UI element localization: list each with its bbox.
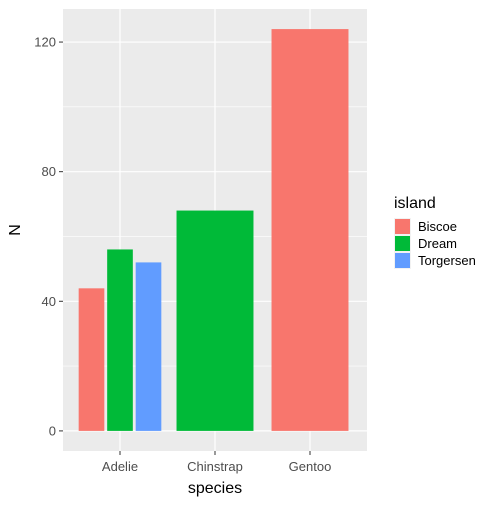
legend-label-biscoe: Biscoe (418, 219, 457, 234)
y-axis: 0 40 80 120 (34, 35, 63, 439)
y-tick-label: 80 (42, 164, 56, 179)
y-tick-label: 0 (49, 423, 56, 438)
x-tick-label: Adelie (102, 459, 138, 474)
x-axis-title: species (188, 480, 242, 497)
y-tick-label: 40 (42, 294, 56, 309)
legend-swatch-dream (395, 236, 410, 251)
y-axis-title: N (7, 224, 24, 236)
legend-label-torgersen: Torgersen (418, 253, 476, 268)
bar-gentoo-biscoe (272, 29, 349, 431)
bar-chinstrap-dream (177, 211, 254, 431)
legend-label-dream: Dream (418, 236, 457, 251)
bar-adelie-biscoe (79, 288, 105, 431)
x-tick-label: Chinstrap (187, 459, 243, 474)
bar-adelie-dream (107, 249, 133, 430)
legend: island Biscoe Dream Torgersen (394, 195, 476, 269)
y-tick-label: 120 (34, 35, 56, 50)
legend-title: island (394, 195, 436, 212)
x-axis: Adelie Chinstrap Gentoo (102, 451, 331, 474)
legend-swatch-torgersen (395, 253, 410, 268)
legend-swatch-biscoe (395, 219, 410, 234)
x-tick-label: Gentoo (289, 459, 332, 474)
bar-adelie-torgersen (136, 262, 162, 431)
